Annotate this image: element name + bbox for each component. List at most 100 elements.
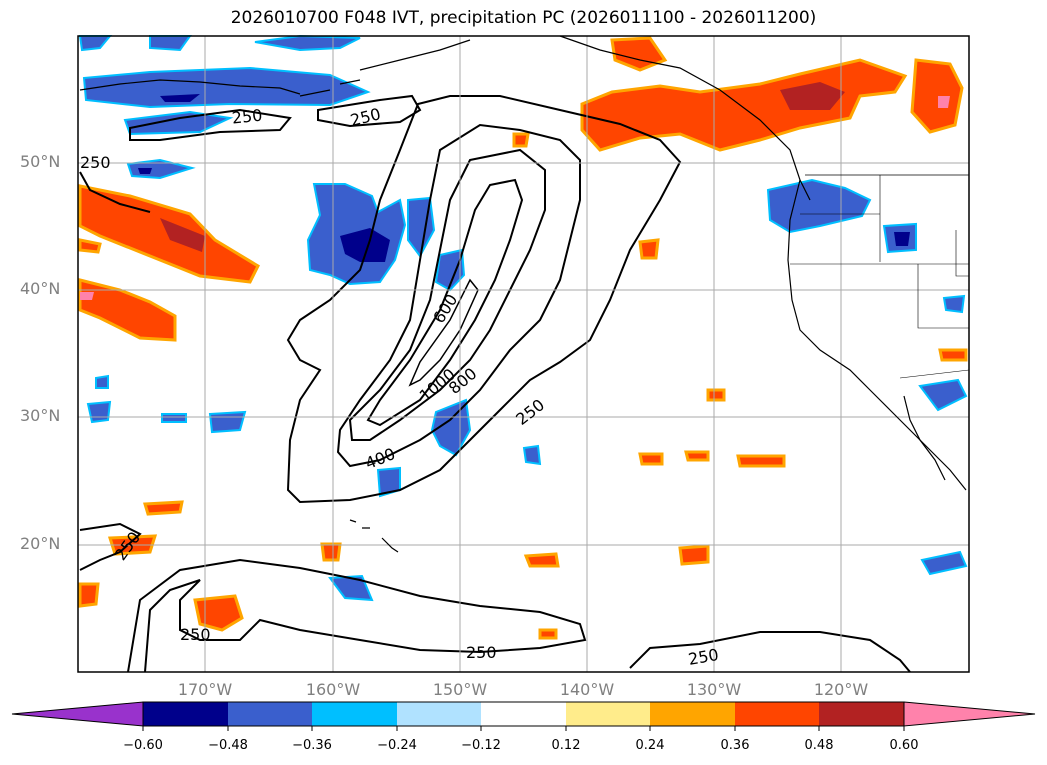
precip-patch bbox=[78, 582, 100, 608]
coastline-west-us bbox=[787, 179, 967, 491]
ivt-contour-400 bbox=[336, 123, 581, 468]
contour-label: 250 bbox=[466, 643, 497, 662]
precip-patch bbox=[434, 248, 466, 292]
ivt-contours bbox=[79, 94, 911, 673]
coastline-alaska bbox=[79, 35, 811, 201]
colorbar-segment bbox=[819, 702, 904, 726]
precip-patch bbox=[638, 452, 664, 466]
precip-patch bbox=[706, 388, 726, 402]
precip-patch bbox=[138, 168, 152, 174]
ivt-contour-250 bbox=[129, 108, 292, 141]
precip-patch bbox=[86, 400, 112, 424]
precip-patch bbox=[766, 178, 872, 234]
lon-label-120w: 120°W bbox=[813, 680, 869, 699]
ivt-contour-600 bbox=[348, 148, 546, 441]
precip-patch bbox=[678, 544, 710, 566]
precip-patch bbox=[580, 58, 908, 152]
lat-label-20n: 20°N bbox=[20, 534, 61, 553]
ivt-contour-1000 bbox=[408, 278, 479, 387]
ivt-contour-250 bbox=[79, 171, 151, 213]
map-title: 2026010700 F048 IVT, precipitation PC (2… bbox=[230, 8, 817, 28]
lat-label-50n: 50°N bbox=[20, 152, 61, 171]
islands-hawaii bbox=[349, 519, 399, 553]
map-frame bbox=[77, 35, 970, 673]
colorbar-tick-label: 0.12 bbox=[551, 738, 581, 753]
coastline-baja bbox=[903, 395, 946, 481]
ivt-contour-250 bbox=[79, 522, 142, 571]
colorbar-tick-label: 0.36 bbox=[720, 738, 750, 753]
contour-label: 250 bbox=[180, 625, 211, 644]
precip-patch bbox=[938, 348, 968, 362]
colorbar-extend-min bbox=[11, 701, 144, 727]
ivt-contour-250 bbox=[127, 558, 587, 673]
precip-patch bbox=[920, 550, 968, 576]
colorbar-tick-label: −0.36 bbox=[292, 738, 332, 753]
ivt-contour-250 bbox=[317, 94, 422, 128]
precip-patch bbox=[78, 278, 177, 342]
coastlines bbox=[79, 35, 970, 553]
precip-patch bbox=[320, 542, 342, 562]
colorbar-tick-label: −0.12 bbox=[461, 738, 501, 753]
precip-patches bbox=[78, 34, 968, 640]
colorbar-tick-label: −0.24 bbox=[377, 738, 417, 753]
precip-patch bbox=[638, 238, 660, 260]
colorbar-tick-label: −0.48 bbox=[208, 738, 248, 753]
precip-patch bbox=[208, 410, 247, 434]
precip-patch bbox=[160, 218, 205, 252]
precip-patch bbox=[95, 374, 109, 389]
precip-patch bbox=[942, 294, 966, 314]
lon-label-160w: 160°W bbox=[305, 680, 361, 699]
precip-patch bbox=[736, 454, 786, 468]
precip-patch bbox=[684, 450, 710, 462]
ivt-contour-250 bbox=[629, 631, 911, 673]
precip-patch bbox=[328, 574, 374, 602]
lon-label-130w: 130°W bbox=[686, 680, 742, 699]
colorbar-segment bbox=[143, 702, 228, 726]
precip-patch bbox=[538, 628, 558, 640]
precip-patch bbox=[894, 232, 910, 246]
colorbar-tick-label: 0.48 bbox=[804, 738, 834, 753]
border-mexico bbox=[899, 369, 970, 379]
precip-patch bbox=[523, 552, 560, 568]
lon-label-140w: 140°W bbox=[559, 680, 615, 699]
border-states bbox=[790, 175, 969, 329]
colorbar-segment bbox=[228, 702, 312, 726]
precip-patch bbox=[340, 228, 390, 262]
colorbar-tick-label: −0.60 bbox=[123, 738, 163, 753]
lat-label-40n: 40°N bbox=[20, 279, 61, 298]
precip-patch bbox=[161, 413, 187, 423]
ivt-contour-250 bbox=[286, 95, 682, 504]
colorbar-segment bbox=[397, 702, 481, 726]
precip-patch bbox=[78, 238, 102, 254]
precip-patch bbox=[82, 66, 371, 109]
colorbar-segment bbox=[566, 702, 650, 726]
precip-patch bbox=[160, 94, 200, 102]
precip-patch bbox=[918, 378, 968, 412]
map-graticule bbox=[78, 36, 969, 672]
colorbar-segment bbox=[481, 702, 566, 726]
contour-label: 250 bbox=[80, 153, 111, 172]
precip-patch bbox=[910, 58, 964, 134]
colorbar-tick-label: 0.60 bbox=[889, 738, 919, 753]
colorbar-segment bbox=[650, 702, 735, 726]
precip-patch bbox=[143, 500, 184, 516]
islands-aleutian bbox=[299, 79, 361, 97]
lat-label-30n: 30°N bbox=[20, 406, 61, 425]
lon-label-150w: 150°W bbox=[432, 680, 488, 699]
colorbar bbox=[11, 701, 1036, 731]
colorbar-outline bbox=[142, 701, 905, 727]
colorbar-tick-label: 0.24 bbox=[635, 738, 665, 753]
colorbar-segment bbox=[735, 702, 819, 726]
precip-patch bbox=[780, 82, 845, 110]
precip-patch bbox=[522, 444, 542, 466]
precip-patch bbox=[193, 594, 244, 632]
contour-label: 250 bbox=[231, 106, 263, 128]
precip-patch bbox=[80, 292, 94, 300]
colorbar-segment bbox=[312, 702, 397, 726]
precip-patch bbox=[938, 96, 950, 108]
precip-patch bbox=[254, 34, 361, 52]
precip-patch bbox=[512, 132, 530, 148]
lon-label-170w: 170°W bbox=[177, 680, 233, 699]
colorbar-extend-max bbox=[903, 701, 1036, 727]
